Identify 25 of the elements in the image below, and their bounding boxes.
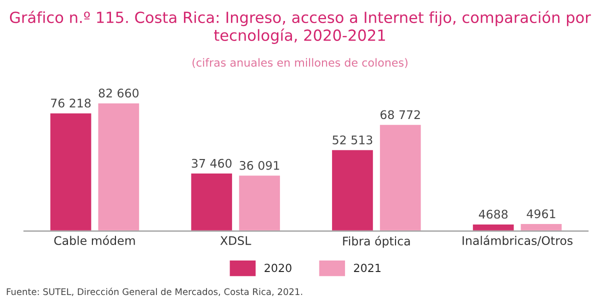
bar [190,172,234,232]
data-label: 4688 [478,210,508,219]
legend-label: 2020 [264,264,292,272]
data-label: 52 513 [332,135,372,144]
data-label: 36 091 [240,160,280,170]
data-label: 76 218 [51,98,91,108]
data-label: 82 660 [98,88,139,98]
bar [48,112,93,232]
x-tick-label: XDSL [220,236,252,246]
chart-subtitle: (cifras anuales en millones de colones) [192,58,408,68]
bar [330,148,374,232]
bar [378,124,422,232]
data-label: 68 772 [380,110,420,120]
bar [519,222,564,232]
x-tick-label: Inalámbricas/Otros [462,235,572,246]
bar [472,223,516,232]
x-tick-label: Cable módem [54,235,135,246]
data-label: 37 460 [192,158,232,168]
data-label: 4961 [526,209,556,218]
bar [96,102,140,232]
bar [238,174,282,232]
chart-title: Gráfico n.º 115. Costa Rica: Ingreso, acceso a Internet fijo, comparación por tecnología, 2020-2021 [10,10,591,44]
source-note: Fuente: SUTEL, Dirección General de Mercados, Costa Rica, 2021. [6,288,302,296]
legend-label: 2021 [354,264,380,272]
x-tick-label: Fibra óptica [343,236,410,248]
